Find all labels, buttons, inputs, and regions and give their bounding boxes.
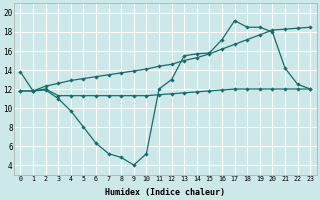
X-axis label: Humidex (Indice chaleur): Humidex (Indice chaleur) <box>105 188 225 197</box>
